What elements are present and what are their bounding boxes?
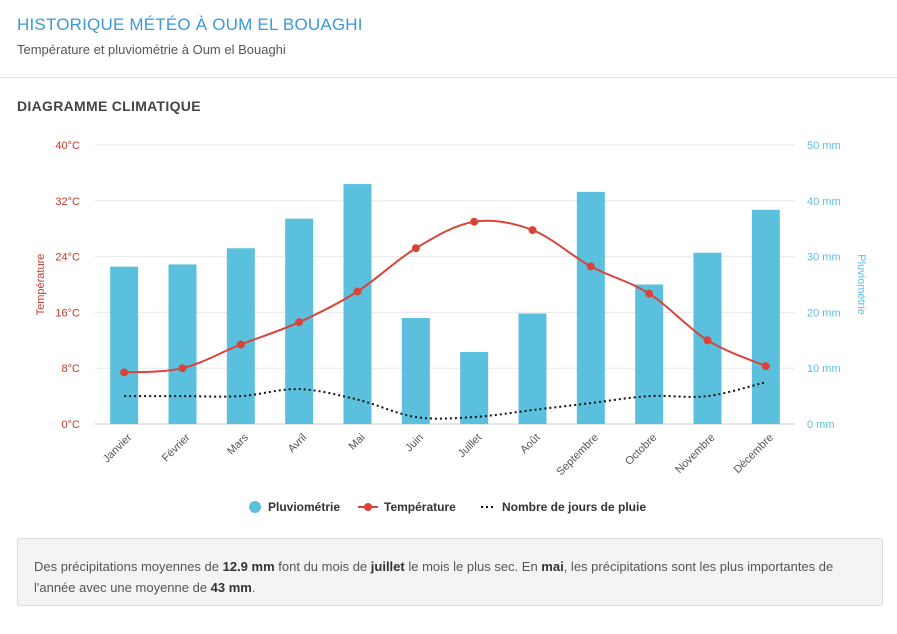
info-text-2: font du mois de bbox=[274, 559, 371, 574]
legend-label-pluviometrie: Pluviométrie bbox=[268, 500, 340, 514]
left-tick-label: 16°C bbox=[55, 307, 80, 319]
point-temperature bbox=[586, 262, 595, 271]
point-temperature bbox=[236, 340, 245, 349]
point-temperature bbox=[353, 287, 362, 296]
info-value-min-rain: 12.9 mm bbox=[222, 559, 275, 574]
x-tick-label: Octobre bbox=[623, 432, 659, 468]
right-tick-label: 30 mm bbox=[807, 252, 841, 264]
left-tick-label: 32°C bbox=[55, 196, 80, 208]
point-temperature bbox=[703, 336, 712, 345]
x-tick-label: Février bbox=[160, 431, 193, 464]
bar-pluviometrie bbox=[343, 184, 372, 424]
x-tick-label: Janvier bbox=[101, 431, 135, 465]
info-box: Des précipitations moyennes de 12.9 mm f… bbox=[17, 538, 883, 606]
point-temperature bbox=[178, 364, 187, 373]
left-tick-label: 24°C bbox=[55, 252, 80, 264]
point-temperature bbox=[470, 217, 479, 226]
right-tick-label: 10 mm bbox=[807, 363, 841, 375]
page-subtitle: Température et pluviométrie à Oum el Bou… bbox=[17, 42, 286, 57]
x-tick-label: Septembre bbox=[554, 432, 601, 479]
left-tick-label: 8°C bbox=[62, 363, 81, 375]
right-axis-title: Pluviométrie bbox=[855, 254, 867, 315]
x-tick-label: Juillet bbox=[456, 432, 484, 460]
page-title: HISTORIQUE MÉTÉO À OUM EL BOUAGHI bbox=[17, 15, 363, 34]
info-value-wet-month: mai bbox=[541, 559, 564, 574]
bar-pluviometrie bbox=[168, 264, 197, 424]
right-tick-label: 40 mm bbox=[807, 196, 841, 208]
point-temperature bbox=[761, 362, 770, 371]
info-value-max-rain: 43 mm bbox=[210, 580, 252, 595]
page-header: HISTORIQUE MÉTÉO À OUM EL BOUAGHI Tempér… bbox=[0, 0, 897, 78]
bar-pluviometrie bbox=[460, 352, 489, 424]
x-tick-label: Mai bbox=[347, 432, 368, 453]
bar-pluviometrie bbox=[635, 284, 664, 424]
line-temperature bbox=[124, 219, 767, 374]
point-temperature bbox=[411, 244, 420, 253]
right-tick-label: 50 mm bbox=[807, 140, 841, 152]
right-tick-label: 0 mm bbox=[807, 419, 835, 431]
left-axis-title: Température bbox=[35, 254, 47, 316]
info-text-5: . bbox=[251, 580, 256, 595]
legend-marker-temperature bbox=[364, 503, 372, 511]
point-temperature bbox=[645, 289, 654, 298]
bar-pluviometrie bbox=[751, 209, 780, 424]
info-value-dry-month: juillet bbox=[370, 559, 405, 574]
x-tick-label: Novembre bbox=[673, 432, 717, 476]
section-title: DIAGRAMME CLIMATIQUE bbox=[17, 98, 201, 114]
x-tick-label: Décembre bbox=[732, 432, 776, 476]
point-temperature bbox=[120, 368, 129, 377]
x-tick-label: Août bbox=[518, 432, 542, 456]
legend-label-temperature: Température bbox=[384, 500, 456, 514]
bar-pluviometrie bbox=[518, 313, 547, 424]
line-jours-de-pluie bbox=[124, 381, 767, 420]
bar-pluviometrie bbox=[576, 191, 605, 424]
x-tick-label: Juin bbox=[403, 432, 426, 455]
legend-label-jours-de-pluie: Nombre de jours de pluie bbox=[502, 500, 646, 514]
legend-marker-pluviometrie bbox=[249, 501, 261, 513]
x-tick-label: Mars bbox=[225, 431, 251, 457]
bar-pluviometrie bbox=[110, 266, 139, 424]
info-text-3: le mois le plus sec. En bbox=[404, 559, 542, 574]
point-temperature bbox=[295, 318, 304, 327]
bar-pluviometrie bbox=[226, 248, 255, 424]
left-tick-label: 0°C bbox=[62, 419, 81, 431]
point-temperature bbox=[528, 226, 537, 235]
info-text-1: Des précipitations moyennes de bbox=[34, 559, 223, 574]
x-tick-label: Avril bbox=[286, 432, 309, 455]
info-text-4: , les précipitations sont les plus impor… bbox=[34, 559, 834, 595]
climate-chart: 0°C 8°C 16°C 24°C 32°C 40°C 0 mm 10 mm 20 mm 30 m… bbox=[35, 140, 867, 514]
bar-pluviometrie bbox=[401, 317, 430, 424]
left-tick-label: 40°C bbox=[55, 140, 80, 152]
right-tick-label: 20 mm bbox=[807, 307, 841, 319]
